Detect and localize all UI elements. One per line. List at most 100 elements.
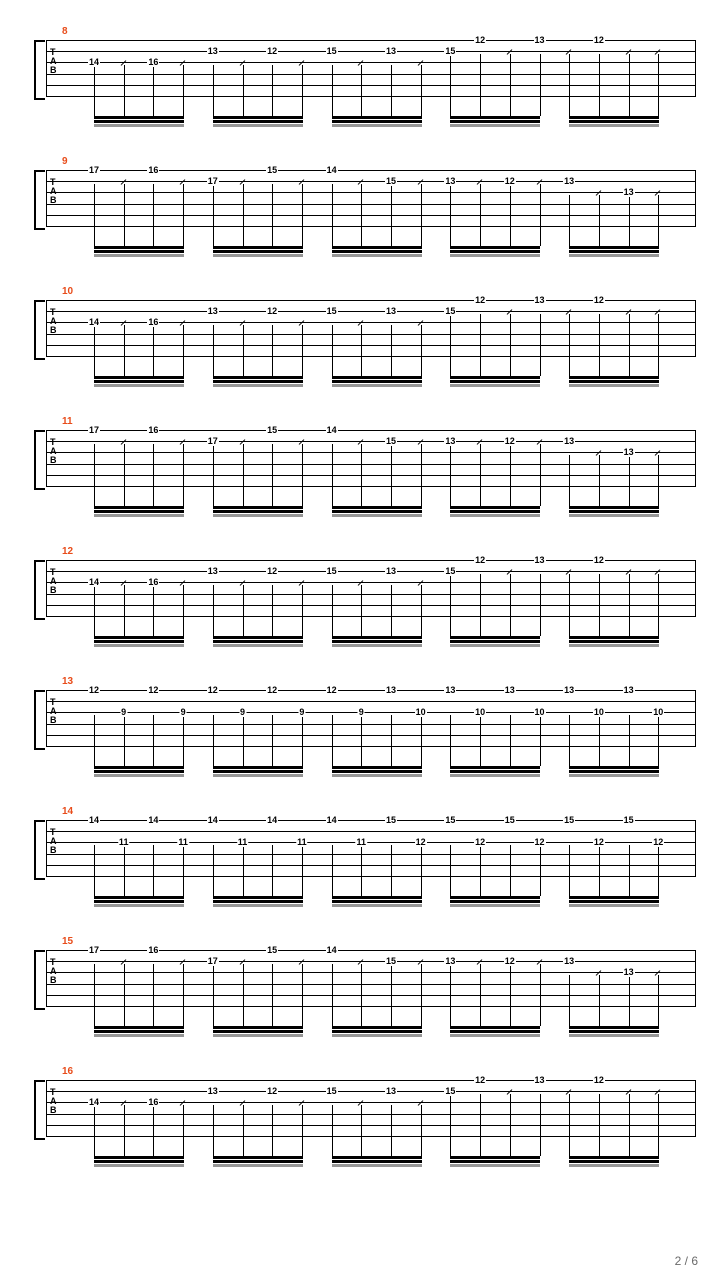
fret-number: 11 (296, 837, 308, 847)
fret-number: 12 (266, 306, 278, 316)
fret-number: 10 (652, 707, 664, 717)
fret-number: 13 (504, 685, 516, 695)
fret-number: 13 (207, 306, 219, 316)
fret-number: 12 (593, 35, 605, 45)
fret-number: 12 (266, 685, 278, 695)
fret-number: 13 (623, 447, 635, 457)
fret-number: 17 (207, 956, 219, 966)
fret-number: 11 (356, 837, 368, 847)
measure: 13T A B129129129129129131013101310131013… (34, 680, 696, 795)
fret-number: 14 (326, 945, 338, 955)
fret-numbers: 17161715141513121313 (46, 430, 696, 486)
fret-number: 15 (326, 1086, 338, 1096)
measure: 12T A B14161312151315121312 (34, 550, 696, 665)
system-bracket (34, 300, 45, 360)
fret-number: 13 (444, 685, 456, 695)
fret-number: 12 (326, 685, 338, 695)
fret-number: 10 (533, 707, 545, 717)
fret-number: 15 (444, 46, 456, 56)
fret-number: 13 (444, 436, 456, 446)
fret-number: 11 (118, 837, 130, 847)
fret-number: 9 (180, 707, 187, 717)
fret-number: 17 (207, 176, 219, 186)
measure: 9T A B17161715141513121313 (34, 160, 696, 275)
fret-number: 13 (623, 967, 635, 977)
fret-number: 12 (474, 555, 486, 565)
system-bracket (34, 1080, 45, 1140)
fret-number: 9 (298, 707, 305, 717)
fret-number: 15 (385, 176, 397, 186)
fret-number: 13 (385, 46, 397, 56)
fret-number: 13 (533, 1075, 545, 1085)
system-bracket (34, 560, 45, 620)
fret-number: 13 (563, 436, 575, 446)
fret-number: 17 (207, 436, 219, 446)
fret-number: 16 (147, 165, 159, 175)
fret-number: 12 (474, 35, 486, 45)
fret-number: 16 (147, 577, 159, 587)
fret-number: 14 (88, 815, 100, 825)
fret-number: 14 (88, 1097, 100, 1107)
fret-number: 15 (385, 956, 397, 966)
fret-number: 12 (207, 685, 219, 695)
fret-number: 15 (444, 1086, 456, 1096)
measure: 15T A B17161715141513121313 (34, 940, 696, 1055)
fret-number: 12 (266, 46, 278, 56)
fret-number: 13 (533, 295, 545, 305)
fret-numbers: 1411141114111411141115121512151215121512 (46, 820, 696, 876)
fret-number: 14 (207, 815, 219, 825)
measure: 10T A B14161312151315121312 (34, 290, 696, 405)
fret-number: 13 (385, 566, 397, 576)
fret-number: 12 (652, 837, 664, 847)
bar-number: 10 (62, 286, 73, 297)
bar-number: 15 (62, 936, 73, 947)
fret-number: 13 (533, 555, 545, 565)
fret-number: 12 (474, 295, 486, 305)
fret-numbers: 17161715141513121313 (46, 950, 696, 1006)
fret-number: 11 (177, 837, 189, 847)
fret-number: 12 (504, 956, 516, 966)
fret-number: 13 (563, 176, 575, 186)
fret-number: 17 (88, 425, 100, 435)
fret-number: 14 (326, 425, 338, 435)
bar-number: 14 (62, 806, 73, 817)
fret-number: 15 (266, 945, 278, 955)
fret-number: 13 (533, 35, 545, 45)
fret-number: 12 (474, 837, 486, 847)
fret-number: 10 (474, 707, 486, 717)
system-bracket (34, 820, 45, 880)
fret-number: 14 (326, 165, 338, 175)
fret-number: 10 (415, 707, 427, 717)
fret-number: 15 (504, 815, 516, 825)
fret-number: 15 (444, 815, 456, 825)
fret-number: 13 (623, 685, 635, 695)
fret-number: 11 (237, 837, 249, 847)
fret-number: 14 (147, 815, 159, 825)
fret-number: 13 (207, 46, 219, 56)
fret-number: 14 (88, 57, 100, 67)
fret-number: 15 (444, 306, 456, 316)
fret-number: 14 (88, 577, 100, 587)
fret-number: 16 (147, 425, 159, 435)
fret-number: 12 (474, 1075, 486, 1085)
fret-number: 12 (593, 1075, 605, 1085)
fret-number: 17 (88, 165, 100, 175)
system-bracket (34, 950, 45, 1010)
fret-number: 14 (88, 317, 100, 327)
fret-number: 12 (593, 555, 605, 565)
fret-number: 13 (563, 956, 575, 966)
fret-number: 12 (147, 685, 159, 695)
system-bracket (34, 430, 45, 490)
fret-number: 9 (239, 707, 246, 717)
fret-number: 13 (563, 685, 575, 695)
page-number: 2 / 6 (675, 1254, 698, 1268)
measure: 11T A B17161715141513121313 (34, 420, 696, 535)
system-bracket (34, 690, 45, 750)
fret-number: 15 (266, 165, 278, 175)
fret-number: 12 (504, 436, 516, 446)
fret-number: 15 (385, 815, 397, 825)
fret-number: 12 (88, 685, 100, 695)
fret-number: 14 (266, 815, 278, 825)
fret-number: 13 (444, 956, 456, 966)
bar-number: 11 (62, 416, 73, 427)
